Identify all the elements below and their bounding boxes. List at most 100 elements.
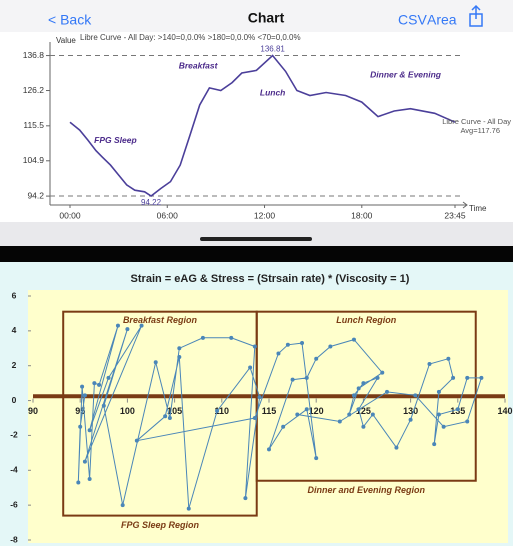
y-tick-label: 0: [12, 395, 17, 405]
point: [337, 419, 342, 424]
point: [115, 323, 120, 328]
point: [215, 409, 220, 414]
point: [120, 503, 125, 508]
point: [82, 393, 87, 398]
point: [451, 375, 456, 380]
point: [82, 459, 87, 464]
point: [139, 323, 144, 328]
point: [479, 375, 484, 380]
y-tick-label: 2: [12, 360, 17, 370]
point: [177, 355, 182, 359]
chart-header: Libre Curve - All Day: >140=0,0.0% >180=…: [80, 33, 301, 42]
point: [304, 407, 309, 412]
period-annotation: Dinner & Evening: [370, 70, 442, 80]
x-tick-label: 90: [28, 406, 38, 416]
point: [441, 424, 446, 429]
point: [97, 382, 102, 387]
point: [304, 375, 309, 380]
x-tick-label: 115: [262, 406, 277, 416]
point: [163, 414, 168, 419]
point: [370, 412, 375, 417]
x-tick-label: 23:45: [444, 210, 466, 220]
point: [347, 412, 352, 417]
csv-button[interactable]: CSV: [398, 12, 427, 28]
point: [101, 403, 106, 408]
x-tick-label: 18:00: [351, 210, 373, 220]
point: [408, 417, 413, 422]
point: [446, 356, 451, 361]
point: [248, 365, 253, 370]
y-tick-label: 4: [12, 325, 17, 335]
y-tick-label: 6: [12, 290, 17, 300]
point: [465, 419, 470, 424]
point: [356, 386, 361, 391]
nav-title: Chart: [248, 10, 285, 26]
point: [285, 342, 290, 347]
glucose-line: [69, 54, 456, 197]
area-button[interactable]: Area: [427, 12, 457, 28]
y-tick-label: 115.5: [23, 120, 44, 130]
tab-bar-blur: [0, 222, 513, 246]
x-tick-label: 100: [120, 406, 135, 416]
point: [356, 407, 361, 412]
point: [134, 438, 139, 443]
point: [436, 412, 441, 417]
point: [257, 395, 262, 400]
x-tick-label: 06:00: [157, 210, 179, 220]
point: [361, 424, 366, 429]
point: [375, 375, 380, 380]
point: [229, 335, 234, 340]
region-label: Breakfast Region: [123, 315, 198, 325]
point: [267, 447, 271, 452]
x-tick-label: 125: [356, 406, 371, 416]
plot-area: [28, 290, 508, 543]
point: [200, 335, 205, 340]
y-tick-label: 104.9: [23, 155, 45, 165]
y-tick-label: 94.2: [27, 190, 44, 200]
period-annotation: FPG Sleep: [94, 135, 137, 145]
point: [153, 360, 158, 365]
point: [290, 377, 295, 382]
point: [413, 393, 418, 398]
point: [92, 381, 97, 386]
nav-bar: [0, 0, 513, 32]
x-tick-label: 130: [403, 406, 418, 416]
max-label: 136.81: [260, 45, 285, 54]
point: [252, 416, 257, 420]
point: [87, 428, 92, 433]
period-annotation: Lunch: [260, 88, 286, 98]
separator: [0, 246, 513, 262]
point: [78, 424, 83, 429]
period-annotation: Breakfast: [179, 61, 219, 71]
point: [295, 412, 300, 417]
y-tick-label: -2: [10, 430, 18, 440]
point: [361, 381, 366, 386]
share-button[interactable]: [469, 4, 483, 27]
point: [314, 456, 319, 461]
x-tick-label: 140: [497, 406, 512, 416]
point: [394, 445, 399, 450]
connecting-line: [77, 325, 483, 509]
point: [432, 442, 437, 447]
x-tick-label: 120: [309, 406, 324, 416]
point: [436, 389, 441, 394]
point: [186, 506, 191, 511]
point: [465, 375, 470, 380]
series-end-label: Libre Curve - All Day: [442, 117, 511, 126]
x-tick-label: 12:00: [254, 210, 276, 220]
x-tick-label: 00:00: [59, 210, 81, 220]
point: [76, 480, 81, 485]
y-axis-label: Value: [56, 36, 76, 45]
point: [177, 346, 182, 351]
point: [167, 416, 172, 420]
chart-title: Strain = eAG & Stress = (Strsain rate) *…: [131, 273, 410, 285]
point: [276, 351, 281, 356]
point: [300, 341, 305, 346]
point: [351, 337, 356, 342]
point: [314, 356, 319, 361]
back-button[interactable]: < Back: [48, 12, 92, 28]
y-tick-label: -6: [10, 499, 18, 509]
point: [455, 407, 460, 412]
